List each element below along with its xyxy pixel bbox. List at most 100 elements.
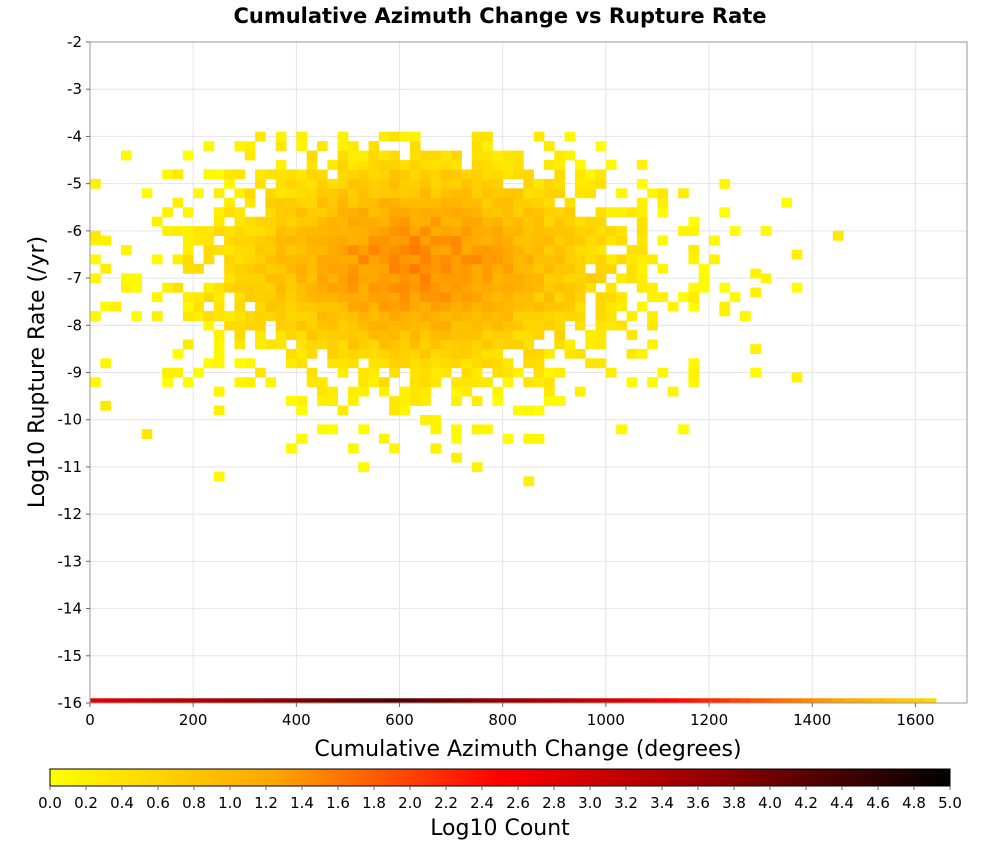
heatmap-cell	[213, 386, 225, 397]
heatmap-cell	[275, 254, 287, 265]
heatmap-cell	[306, 311, 318, 321]
heatmap-cell	[533, 348, 545, 359]
heatmap-cell	[595, 301, 607, 312]
heatmap-cell	[409, 207, 421, 218]
heatmap-cell	[337, 207, 349, 218]
heatmap-cell	[688, 367, 700, 378]
strip-cell	[626, 698, 638, 703]
heatmap-cell	[523, 235, 535, 246]
heatmap-cell	[533, 433, 545, 444]
heatmap-cell	[595, 273, 607, 284]
heatmap-cell	[389, 330, 400, 340]
heatmap-cell	[327, 282, 339, 293]
strip-cell	[832, 698, 844, 703]
heatmap-cell	[131, 273, 142, 284]
heatmap-cell	[564, 207, 576, 218]
heatmap-cell	[709, 235, 720, 246]
heatmap-cell	[265, 245, 277, 255]
heatmap-cell	[440, 160, 452, 170]
heatmap-cell	[275, 301, 287, 312]
heatmap-cell	[574, 282, 586, 293]
heatmap-cell	[182, 377, 194, 388]
heatmap-cell	[430, 348, 442, 359]
heatmap-cell	[255, 226, 266, 236]
heatmap-cell	[543, 396, 555, 406]
heatmap-cell	[492, 301, 504, 312]
heatmap-cell	[389, 282, 400, 293]
heatmap-cell	[482, 150, 493, 161]
heatmap-cell	[409, 311, 421, 321]
heatmap-cell	[182, 226, 194, 236]
heatmap-cell	[533, 178, 545, 189]
strip-cell	[791, 698, 803, 703]
heatmap-cell	[90, 273, 101, 284]
y-tick-label: -3	[67, 80, 82, 98]
heatmap-cell	[275, 226, 287, 236]
heatmap-cell	[461, 367, 473, 378]
heatmap-cell	[296, 263, 308, 274]
heatmap-cell	[296, 348, 308, 359]
heatmap-cell	[585, 226, 596, 236]
heatmap-cell	[688, 245, 700, 255]
heatmap-cell	[296, 301, 308, 312]
heatmap-cell	[523, 339, 535, 350]
heatmap-cell	[471, 320, 483, 331]
heatmap-cell	[482, 141, 493, 151]
strip-cell	[874, 698, 885, 703]
heatmap-cell	[574, 226, 586, 236]
heatmap-cell	[595, 235, 607, 246]
strip-cell	[296, 698, 308, 703]
heatmap-cell	[378, 150, 390, 161]
heatmap-cell	[265, 254, 277, 265]
heatmap-cell	[244, 235, 256, 246]
heatmap-cell	[378, 216, 390, 227]
strip-cell	[729, 698, 741, 703]
heatmap-cell	[482, 188, 493, 199]
heatmap-cell	[482, 358, 493, 369]
heatmap-cell	[399, 330, 411, 340]
heatmap-cell	[513, 330, 524, 340]
heatmap-cell	[430, 160, 442, 170]
heatmap-cell	[533, 301, 545, 312]
heatmap-cell	[203, 226, 215, 236]
heatmap-cell	[182, 207, 194, 218]
heatmap-cell	[337, 330, 349, 340]
heatmap-cell	[533, 188, 545, 199]
heatmap-cell	[358, 377, 369, 388]
heatmap-cell	[554, 150, 566, 161]
heatmap-cell	[451, 301, 462, 312]
heatmap-cell	[750, 367, 762, 378]
strip-cell	[863, 698, 875, 703]
strip-cell	[740, 698, 751, 703]
strip-cell	[482, 698, 493, 703]
heatmap-cell	[471, 235, 483, 246]
heatmap-cell	[647, 254, 658, 265]
heatmap-cell	[213, 311, 225, 321]
heatmap-cell	[420, 188, 431, 199]
heatmap-cell	[306, 169, 318, 180]
heatmap-cell	[585, 169, 596, 180]
heatmap-cell	[234, 245, 246, 255]
heatmap-cell	[399, 254, 411, 265]
heatmap-cell	[513, 254, 524, 265]
heatmap-cell	[523, 254, 535, 265]
heatmap-cell	[409, 160, 421, 170]
heatmap-cell	[440, 273, 452, 284]
heatmap-cell	[605, 367, 617, 378]
colorbar-tick-label: 0.8	[182, 794, 206, 812]
heatmap-cell	[719, 178, 731, 189]
heatmap-cell	[368, 358, 380, 369]
heatmap-cell	[678, 424, 689, 435]
x-tick-label: 600	[385, 711, 414, 729]
heatmap-cell	[389, 188, 400, 199]
heatmap-cell	[378, 263, 390, 274]
heatmap-cell	[647, 320, 658, 331]
heatmap-cell	[399, 273, 411, 284]
heatmap-cell	[193, 263, 204, 274]
heatmap-cell	[378, 292, 390, 303]
heatmap-cell	[533, 377, 545, 388]
heatmap-cell	[224, 235, 235, 246]
heatmap-cell	[482, 216, 493, 227]
heatmap-cell	[327, 254, 339, 265]
heatmap-cell	[502, 160, 514, 170]
